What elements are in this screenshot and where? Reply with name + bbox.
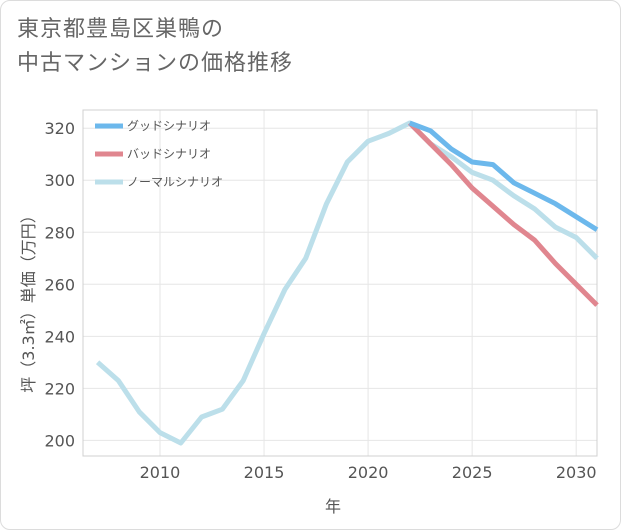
x-tick-labels: 2010 2015 2020 2025 2030 bbox=[140, 463, 597, 482]
y-axis-label: 坪（3.3㎡）単価（万円） bbox=[19, 207, 38, 392]
y-tick-label: 240 bbox=[44, 327, 75, 346]
x-axis-label: 年 bbox=[325, 497, 341, 516]
y-tick-label: 260 bbox=[44, 275, 75, 294]
y-tick-label: 200 bbox=[44, 431, 75, 450]
series-lines bbox=[95, 120, 599, 446]
y-tick-label: 320 bbox=[44, 119, 75, 138]
y-tick-labels: 200 220 240 260 280 300 320 bbox=[44, 119, 75, 450]
grid bbox=[83, 110, 597, 456]
y-tick-label: 220 bbox=[44, 379, 75, 398]
chart-title-line-1: 東京都豊島区巣鴨の bbox=[17, 17, 225, 42]
legend-label-2: ノーマルシナリオ bbox=[127, 175, 223, 189]
chart-title: 東京都豊島区巣鴨の 中古マンションの価格推移 bbox=[17, 13, 293, 81]
x-tick-label: 2020 bbox=[348, 463, 389, 482]
legend-label-1: バッドシナリオ bbox=[127, 147, 211, 161]
chart-title-line-2: 中古マンションの価格推移 bbox=[17, 51, 294, 76]
x-tick-label: 2015 bbox=[244, 463, 285, 482]
plot-area-border bbox=[82, 109, 598, 457]
x-tick-label: 2025 bbox=[452, 463, 493, 482]
x-tick-label: 2030 bbox=[556, 463, 597, 482]
series-line-1 bbox=[407, 121, 599, 307]
legend-label-0: グッドシナリオ bbox=[127, 119, 211, 133]
y-tick-label: 280 bbox=[44, 223, 75, 242]
series-line-2 bbox=[95, 120, 599, 446]
x-tick-label: 2010 bbox=[140, 463, 181, 482]
y-tick-label: 300 bbox=[44, 171, 75, 190]
series-line-0 bbox=[408, 120, 599, 232]
